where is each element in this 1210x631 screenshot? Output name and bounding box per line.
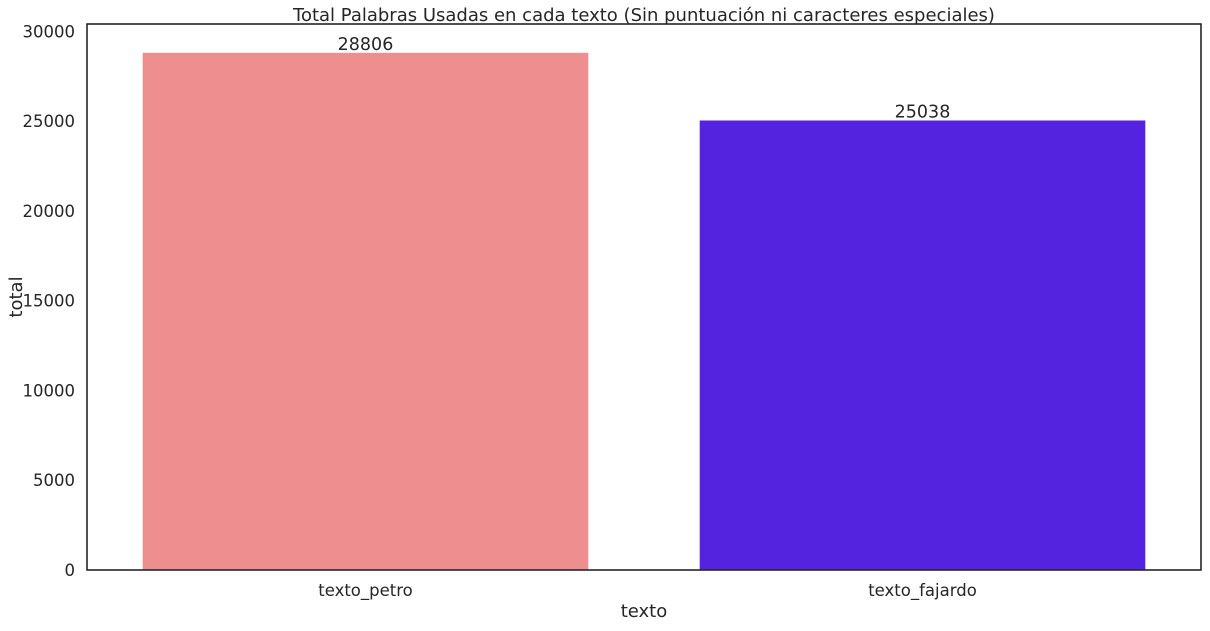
y-axis-label: total [6, 276, 27, 317]
data-labels-group: 28806 25038 [338, 35, 951, 123]
y-axis-ticks: 0 5000 10000 15000 20000 25000 30000 [23, 22, 76, 580]
y-tick-label-15000: 15000 [23, 292, 76, 311]
y-tick-label-0: 0 [65, 561, 76, 580]
x-axis-label: texto [621, 601, 668, 622]
bars-group [142, 52, 1146, 570]
bar-texto_fajardo [699, 120, 1146, 570]
y-tick-label-20000: 20000 [23, 202, 76, 221]
x-tick-label-texto_petro: texto_petro [318, 581, 413, 601]
y-tick-label-30000: 30000 [23, 22, 76, 41]
x-axis-ticks: texto_petro texto_fajardo [318, 581, 977, 601]
bar-texto_petro [142, 52, 589, 570]
y-tick-label-10000: 10000 [23, 381, 76, 400]
plot-frame [86, 23, 1202, 571]
x-tick-label-texto_fajardo: texto_fajardo [868, 581, 977, 601]
y-tick-label-5000: 5000 [33, 471, 75, 490]
y-tick-label-25000: 25000 [23, 112, 76, 131]
data-label-texto_fajardo: 25038 [895, 102, 951, 122]
chart-title: Total Palabras Usadas en cada texto (Sin… [292, 5, 995, 26]
data-label-texto_petro: 28806 [338, 35, 394, 55]
